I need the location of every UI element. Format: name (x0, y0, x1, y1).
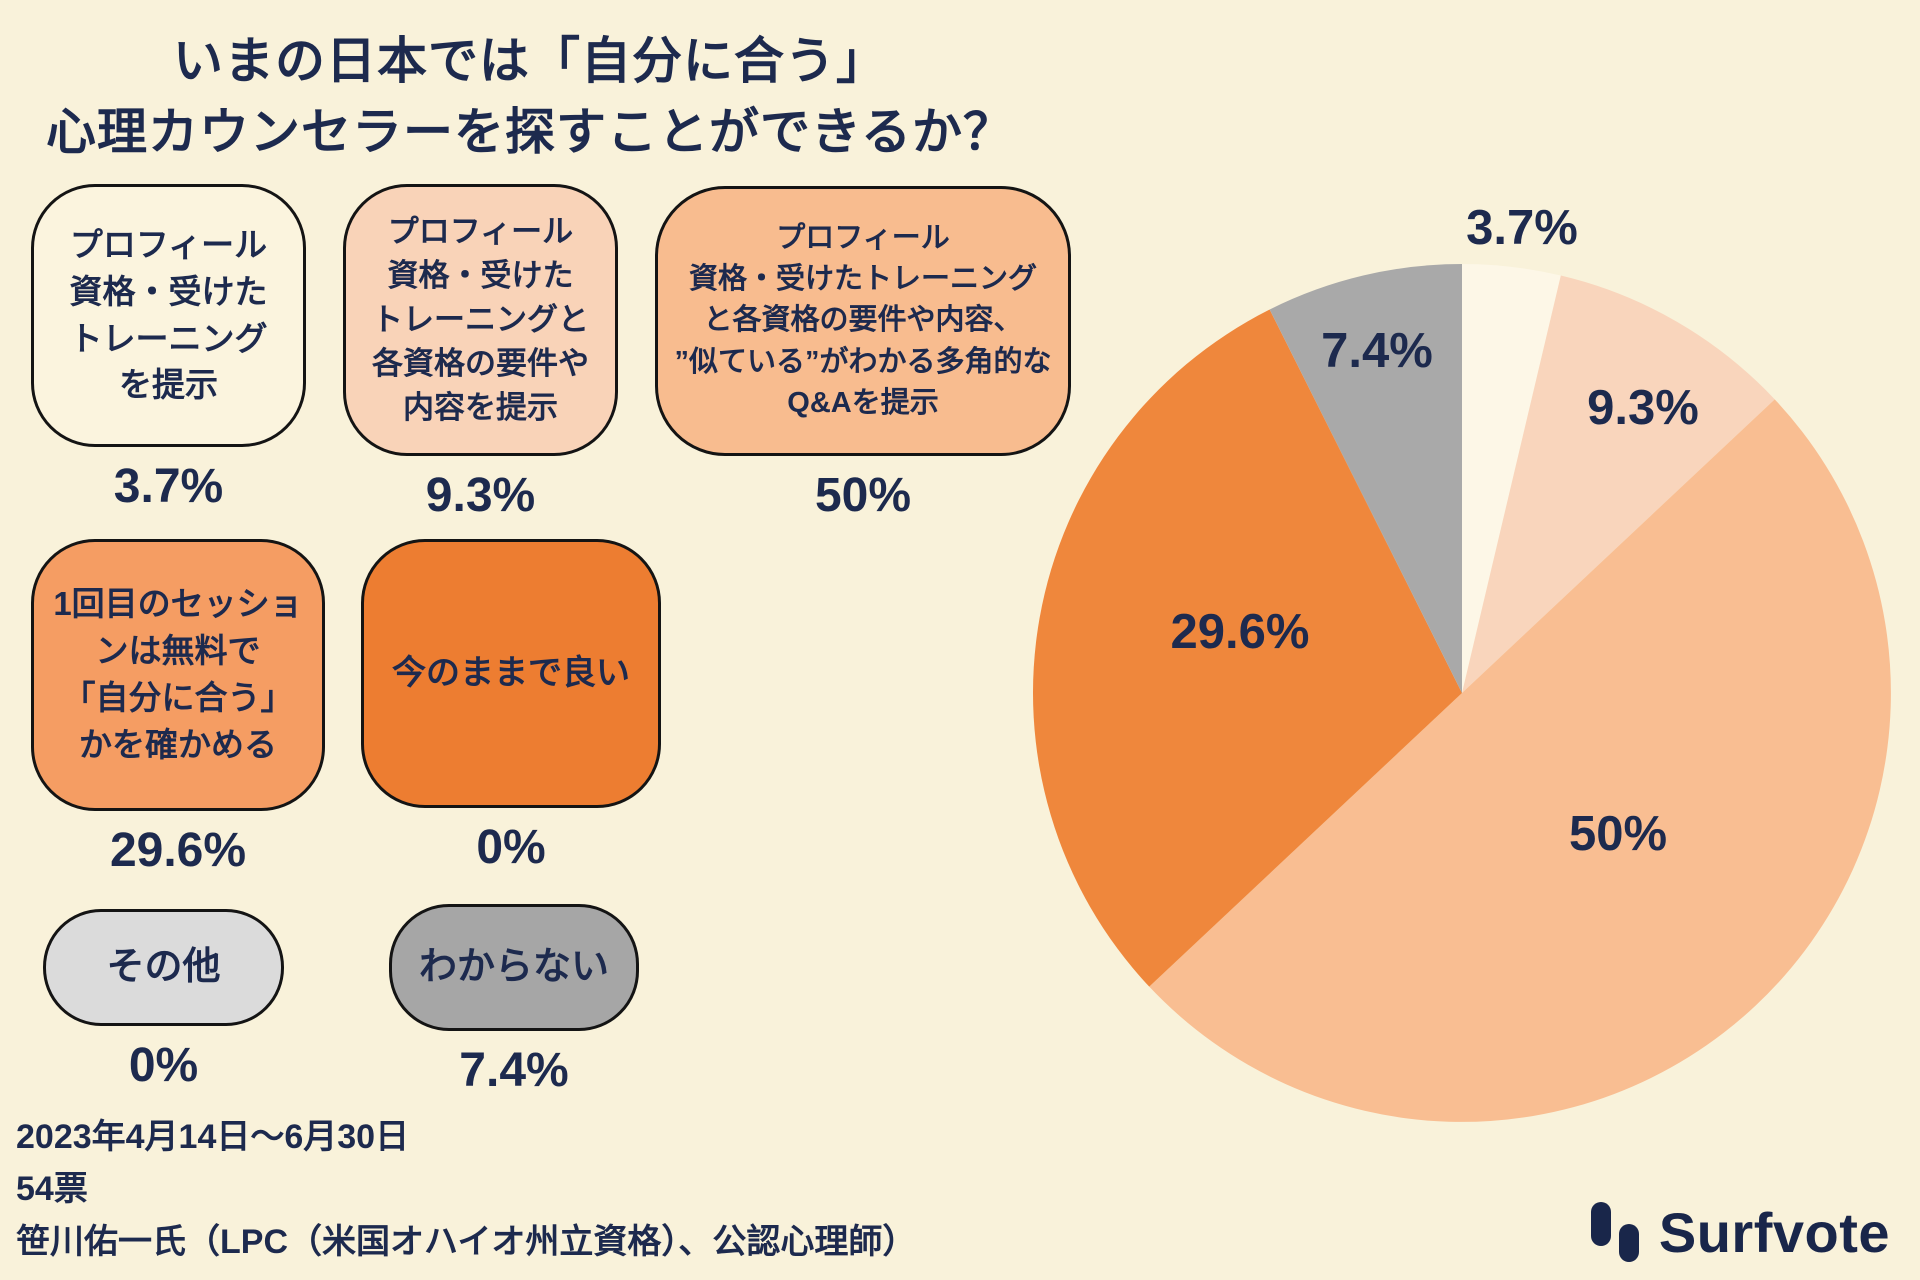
option-percent: 0% (476, 821, 546, 874)
option-percent: 50% (814, 469, 912, 522)
option-percent: 29.6% (109, 824, 247, 877)
option-percent: 7.4% (459, 1044, 569, 1097)
supervisor-credit: 笹川佑一氏（LPC（米国オハイオ州立資格）、公認心理師） (16, 1222, 917, 1261)
surfvote-wordmark: Surfvote (1658, 1200, 1890, 1264)
pie-label-7.4: 7.4% (1321, 324, 1433, 378)
option-percent: 3.7% (113, 460, 224, 513)
footer: 2023年4月14日〜6月30日 54票 笹川佑一氏（LPC（米国オハイオ州立資… (16, 1112, 916, 1269)
survey-period: 2023年4月14日〜6月30日 (16, 1118, 410, 1156)
option-percent: 0% (128, 1039, 199, 1092)
option-keep-as-is: 今のままで良い 0% (361, 539, 661, 875)
pie-slice-2 (1149, 399, 1891, 1122)
page-title-line1: いまの日本では「自分に合う」 (173, 33, 887, 89)
pie-label-50: 50% (1568, 807, 1668, 861)
vote-count: 54票 (16, 1170, 88, 1209)
option-percent: 9.3% (425, 469, 536, 522)
option-box: プロフィール 資格・受けた トレーニング を提示 (31, 184, 306, 447)
option-box: わからない (389, 904, 639, 1031)
pie-slice-3 (1032, 309, 1462, 987)
option-free-first-session: 1回目のセッショ ンは無料で 「自分に合う」 かを確かめる 29.6% (31, 539, 325, 878)
option-other: その他 0% (43, 909, 284, 1093)
option-box: 1回目のセッショ ンは無料で 「自分に合う」 かを確かめる (31, 539, 325, 811)
surfvote-logo-icon (1590, 1202, 1639, 1262)
pie-slice-0 (1462, 263, 1561, 693)
pie-slice-1 (1462, 275, 1775, 693)
pie-chart (1032, 263, 1891, 1122)
option-profile-training-qa: プロフィール 資格・受けたトレーニング と各資格の要件や内容、 ”似ている”がわ… (655, 186, 1071, 523)
option-profile-training: プロフィール 資格・受けた トレーニング を提示 3.7% (31, 184, 306, 514)
option-box: プロフィール 資格・受けたトレーニング と各資格の要件や内容、 ”似ている”がわ… (655, 186, 1071, 456)
pie-slice-6 (1269, 263, 1462, 693)
page-title: いまの日本では「自分に合う」 心理カウンセラーを探すことができるか？ (0, 26, 1060, 168)
pie-label-9.3: 9.3% (1587, 381, 1699, 435)
page-title-line2: 心理カウンセラーを探すことができるか？ (46, 104, 1014, 160)
pie-label-3.7: 3.7% (1466, 201, 1578, 255)
option-box: プロフィール 資格・受けた トレーニングと 各資格の要件や 内容を提示 (343, 184, 618, 456)
option-dont-know: わからない 7.4% (389, 904, 639, 1098)
surfvote-logo: Surfvote (1587, 1196, 1890, 1268)
option-box: その他 (43, 909, 284, 1026)
pie-label-29.6: 29.6% (1170, 605, 1310, 659)
option-box: 今のままで良い (361, 539, 661, 808)
option-profile-training-requirements: プロフィール 資格・受けた トレーニングと 各資格の要件や 内容を提示 9.3% (343, 184, 618, 523)
